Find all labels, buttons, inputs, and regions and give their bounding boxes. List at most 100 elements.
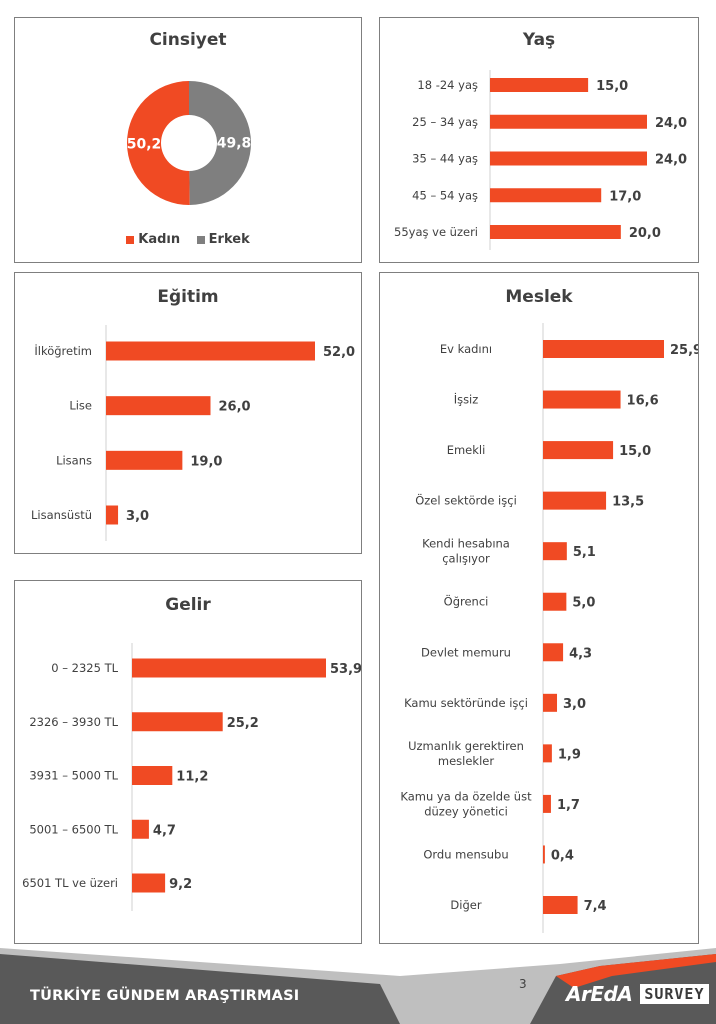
donut-slice-erkek bbox=[189, 81, 251, 205]
bar-lise bbox=[106, 396, 211, 416]
legend-item-erkek: Erkek bbox=[196, 232, 250, 247]
value-label-6501-tl-ve-uzeri: 9,2 bbox=[169, 877, 192, 892]
chart-title-cinsiyet: Cinsiyet bbox=[149, 30, 227, 50]
category-label-uzmanlik-gerektiren-meslekler-1: Uzmanlık gerektiren bbox=[408, 739, 524, 753]
value-label-kendi-hesabina-calisiyor: 5,1 bbox=[573, 545, 596, 560]
bar-ordu-mensubu bbox=[543, 845, 545, 864]
value-label-uzmanlik-gerektiren-meslekler: 1,9 bbox=[558, 747, 581, 762]
bar-ogrenci bbox=[543, 592, 567, 611]
value-label-55yas-ve-uzeri: 20,0 bbox=[629, 226, 661, 241]
chart-title-yas: Yaş bbox=[522, 30, 556, 50]
category-label-6501-tl-ve-uzeri: 6501 TL ve üzeri bbox=[22, 876, 118, 890]
bar-35-44-yas bbox=[490, 151, 647, 166]
value-label-0-2325-tl: 53,9 bbox=[330, 662, 361, 677]
bar-ozel-sektorde-isci bbox=[543, 491, 607, 510]
bar-18-24-yas bbox=[490, 78, 589, 92]
bar-6501-tl-ve-uzeri bbox=[132, 873, 166, 893]
value-label-devlet-memuru: 4,3 bbox=[569, 646, 592, 661]
category-label-diger: Diğer bbox=[450, 898, 481, 912]
bar-25-34-yas bbox=[490, 114, 647, 129]
value-label-ev-kadini: 25,9 bbox=[670, 343, 698, 358]
bar-chart-yas: 18 -24 yaş 15,0 25 – 34 yaş 24,0 35 – 44 yaş… bbox=[394, 70, 687, 250]
value-label-3931-5000-tl: 11,2 bbox=[176, 770, 208, 785]
category-label-55yas-ve-uzeri: 55yaş ve üzeri bbox=[394, 225, 478, 239]
value-label-ogrenci: 5,0 bbox=[572, 596, 595, 611]
value-label-lise: 26,0 bbox=[219, 400, 251, 415]
donut-slice-kadin bbox=[126, 81, 190, 206]
category-label-35-44-yas: 35 – 44 yaş bbox=[412, 152, 478, 166]
bar-lisans bbox=[106, 450, 183, 470]
footer-background bbox=[0, 948, 716, 1024]
panel-yas: Yaş 18 -24 yaş 15,0 25 – 34 yaş 24,0 35 – 44… bbox=[379, 17, 699, 263]
bar-kamu-ya-da-ozelde-ust-duzey-yonetici bbox=[543, 794, 551, 813]
bar-chart-meslek: Ev kadını 25,9 İşsiz 16,6 Emekli 15,0 Özel sek… bbox=[400, 323, 698, 933]
value-label-kamu-sektorunde-isci: 3,0 bbox=[563, 697, 586, 712]
category-label-lise: Lise bbox=[69, 399, 92, 413]
category-label-ordu-mensubu: Ordu mensubu bbox=[423, 847, 508, 861]
value-label-45-54-yas: 17,0 bbox=[609, 189, 641, 204]
logo-mark: ArEdA bbox=[566, 982, 633, 1006]
bar-5001-6500-tl bbox=[132, 819, 149, 839]
category-label-kamu-ya-da-ozelde-ust-duzey-yonetici-1: Kamu ya da özelde üst bbox=[400, 789, 532, 803]
legend-item-kadin: Kadın bbox=[126, 232, 180, 247]
value-label-35-44-yas: 24,0 bbox=[655, 153, 687, 168]
brand-logo: ArEdA SURVEY bbox=[566, 982, 709, 1006]
value-label-diger: 7,4 bbox=[584, 899, 607, 914]
category-label-ev-kadini: Ev kadını bbox=[440, 342, 492, 356]
chart-title-egitim: Eğitim bbox=[157, 287, 219, 307]
category-label-kamu-ya-da-ozelde-ust-duzey-yonetici-2: düzey yönetici bbox=[424, 804, 508, 818]
category-label-ozel-sektorde-isci: Özel sektörde işçi bbox=[415, 492, 517, 508]
category-label-0-2325-tl: 0 – 2325 TL bbox=[51, 661, 118, 675]
category-label-devlet-memuru: Devlet memuru bbox=[421, 645, 511, 659]
logo-survey: SURVEY bbox=[640, 984, 709, 1004]
category-label-2326-3930-tl: 2326 – 3930 TL bbox=[29, 715, 118, 729]
bar-45-54-yas bbox=[490, 188, 602, 203]
legend-label-erkek: Erkek bbox=[208, 232, 250, 247]
chart-title-meslek: Meslek bbox=[505, 287, 573, 307]
panel-egitim: Eğitim İlköğretim 52,0 Lise 26,0 Lisans 19,0 L… bbox=[14, 272, 362, 554]
value-label-kamu-ya-da-ozelde-ust-duzey-yonetici: 1,7 bbox=[557, 798, 580, 813]
panel-gelir: Gelir 0 – 2325 TL 53,9 2326 – 3930 TL 25,2 3… bbox=[14, 580, 362, 944]
bar-kendi-hesabina-calisiyor bbox=[543, 542, 567, 561]
footer-accent-stripe bbox=[556, 954, 716, 988]
value-label-25-34-yas: 24,0 bbox=[655, 116, 687, 131]
panel-cinsiyet: Cinsiyet 50,2 49,8 Kadın Erkek bbox=[14, 17, 362, 263]
panel-meslek: Meslek Ev kadını 25,9 İşsiz 16,6 Emekli 15,0 Ö… bbox=[379, 272, 699, 944]
bar-ev-kadini bbox=[543, 340, 664, 358]
value-label-lisans: 19,0 bbox=[190, 454, 222, 469]
bar-issiz bbox=[543, 390, 621, 409]
bar-ilkogretim bbox=[106, 341, 315, 361]
value-label-18-24-yas: 15,0 bbox=[596, 79, 628, 94]
bar-0-2325-tl bbox=[132, 658, 326, 678]
bar-lisansustu bbox=[106, 505, 119, 525]
value-label-5001-6500-tl: 4,7 bbox=[153, 823, 176, 838]
legend-label-kadin: Kadın bbox=[138, 232, 181, 247]
value-label-ordu-mensubu: 0,4 bbox=[551, 848, 574, 863]
category-label-kamu-sektorunde-isci: Kamu sektöründe işçi bbox=[404, 696, 528, 710]
footer: TÜRKİYE GÜNDEM ARAŞTIRMASI 3 ArEdA SURVE… bbox=[0, 948, 716, 1024]
category-label-25-34-yas: 25 – 34 yaş bbox=[412, 115, 478, 129]
category-label-45-54-yas: 45 – 54 yaş bbox=[412, 188, 478, 202]
bar-devlet-memuru bbox=[543, 643, 564, 662]
bar-55yas-ve-uzeri bbox=[490, 225, 621, 239]
category-label-kendi-hesabina-calisiyor-1: Kendi hesabına bbox=[422, 537, 510, 551]
category-label-lisansustu: Lisansüstü bbox=[31, 508, 92, 522]
legend-cinsiyet: Kadın Erkek bbox=[15, 232, 361, 247]
footer-title: TÜRKİYE GÜNDEM ARAŞTIRMASI bbox=[30, 988, 300, 1004]
value-label-2326-3930-tl: 25,2 bbox=[227, 716, 259, 731]
category-label-18-24-yas: 18 -24 yaş bbox=[417, 78, 478, 92]
category-label-uzmanlik-gerektiren-meslekler-2: meslekler bbox=[438, 754, 494, 768]
category-label-3931-5000-tl: 3931 – 5000 TL bbox=[29, 769, 118, 783]
value-label-emekli: 15,0 bbox=[619, 444, 651, 459]
bar-uzmanlik-gerektiren-meslekler bbox=[543, 744, 552, 763]
bar-2326-3930-tl bbox=[132, 712, 223, 732]
category-label-ilkogretim: İlköğretim bbox=[34, 343, 92, 358]
bar-kamu-sektorunde-isci bbox=[543, 693, 558, 712]
donut-chart-cinsiyet: 50,2 49,8 bbox=[126, 81, 251, 206]
category-label-5001-6500-tl: 5001 – 6500 TL bbox=[29, 822, 118, 836]
donut-label-kadin: 50,2 bbox=[127, 136, 162, 152]
legend-swatch-kadin bbox=[126, 235, 135, 244]
category-label-ogrenci: Öğrenci bbox=[444, 593, 489, 609]
legend-swatch-erkek bbox=[196, 235, 205, 244]
bar-diger bbox=[543, 896, 578, 914]
